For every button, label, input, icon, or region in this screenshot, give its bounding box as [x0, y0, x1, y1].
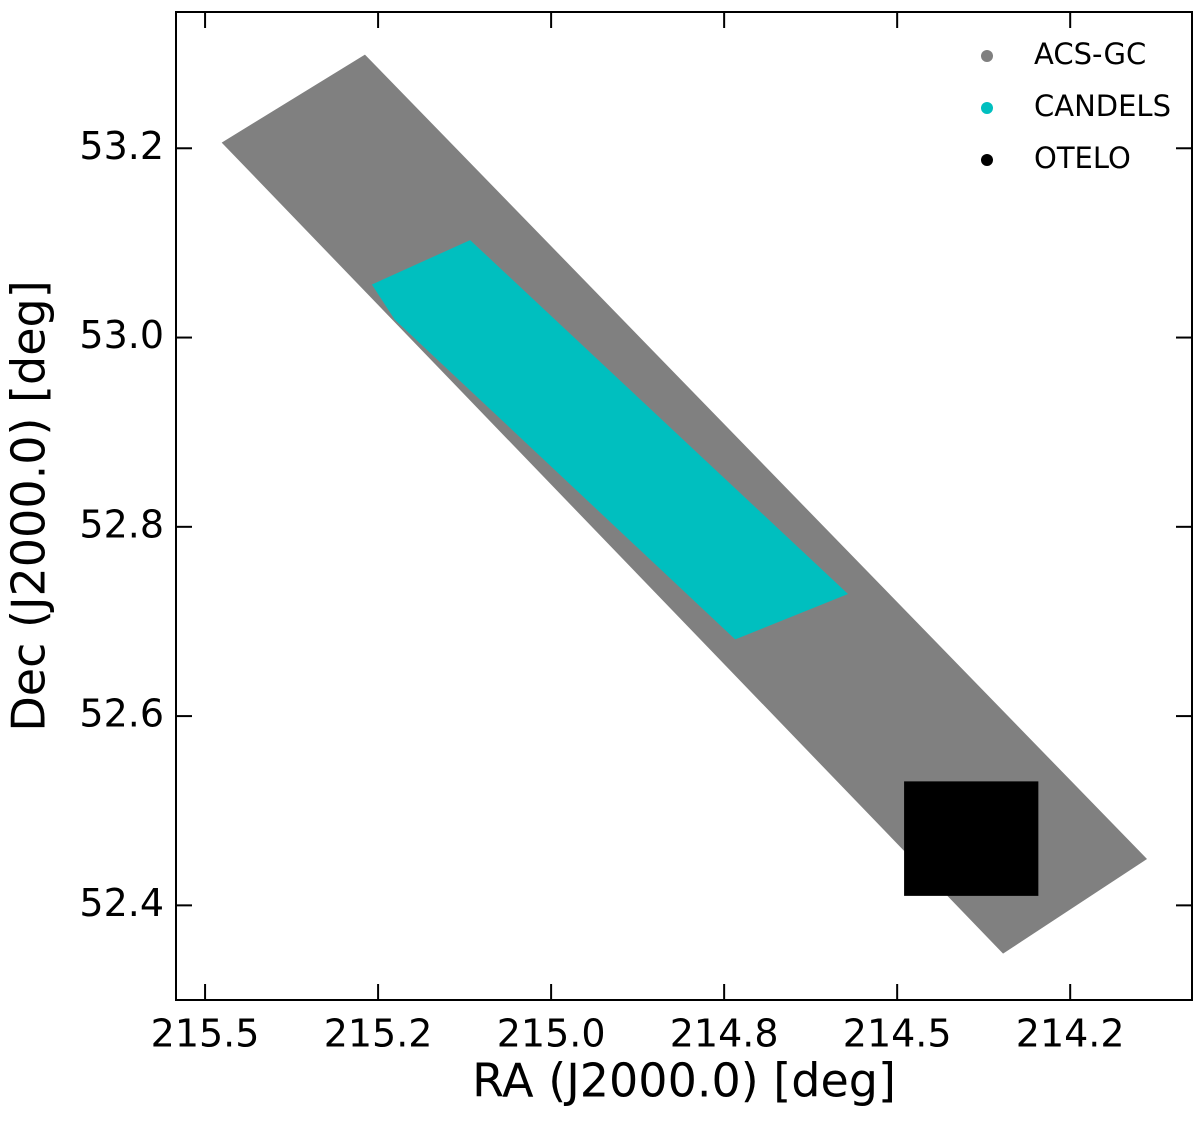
- legend-marker: [981, 102, 993, 114]
- legend-label: CANDELS: [1034, 89, 1171, 123]
- legend-label: ACS-GC: [1034, 37, 1146, 71]
- y-tick-label: 53.0: [79, 313, 164, 357]
- x-axis-label: RA (J2000.0) [deg]: [472, 1054, 896, 1108]
- x-tick-label: 215.2: [324, 1012, 433, 1056]
- legend-marker: [981, 50, 993, 62]
- y-tick-label: 52.6: [79, 692, 164, 736]
- plot-frame: [175, 11, 1193, 1001]
- x-tick-label: 214.2: [1016, 1012, 1125, 1056]
- y-tick-label: 53.2: [79, 124, 164, 168]
- y-tick-label: 52.4: [79, 881, 164, 925]
- footprint: [904, 781, 1039, 896]
- y-axis-label: Dec (J2000.0) [deg]: [2, 280, 56, 731]
- x-tick-label: 214.5: [843, 1012, 952, 1056]
- x-tick-label: 215.0: [497, 1012, 606, 1056]
- x-tick-label: 214.8: [670, 1012, 779, 1056]
- legend-label: OTELO: [1034, 141, 1131, 175]
- x-tick-label: 215.5: [151, 1012, 260, 1056]
- legend-marker: [981, 154, 993, 166]
- footprint: [371, 240, 849, 640]
- y-tick-label: 52.8: [79, 502, 164, 546]
